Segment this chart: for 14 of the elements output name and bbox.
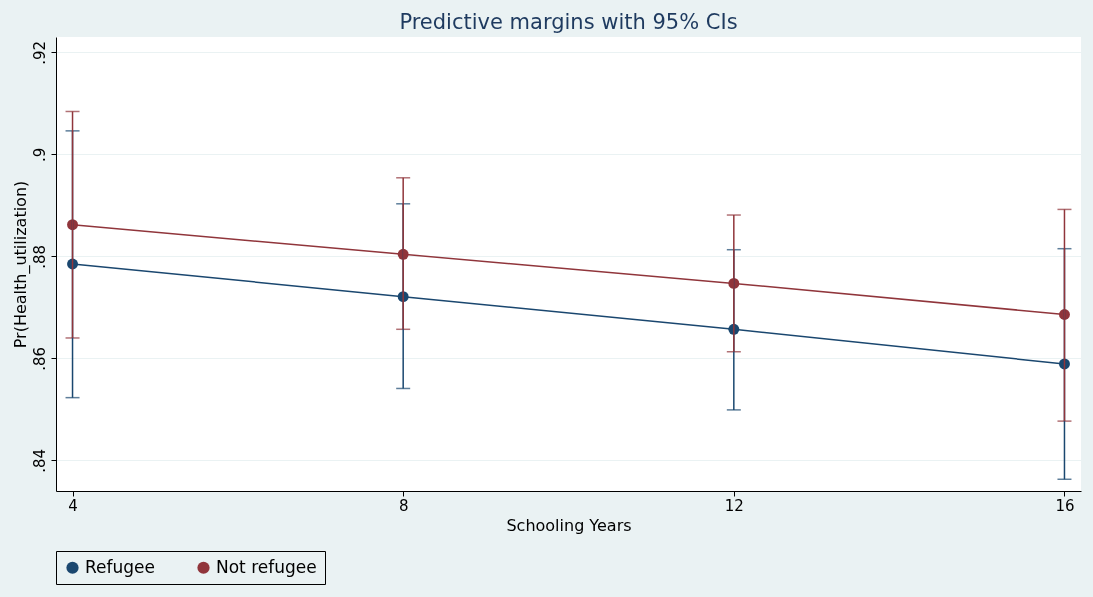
x-tick-label: 4 [68,496,78,515]
x-axis-title: Schooling Years [506,515,632,535]
y-axis-title: Pr(Health_utilization) [10,180,31,349]
x-tick-label: 16 [1055,496,1075,515]
y-tick-label: .88 [30,244,49,269]
y-tick-label: .9 [30,147,49,162]
x-tick-label: 12 [724,496,744,515]
y-tick-label: .86 [30,346,49,371]
x-tick-label: 8 [398,496,409,515]
chart-title: Predictive margins with 95% CIs [399,10,738,34]
y-tick-label: .84 [30,448,49,473]
y-tick-label: .92 [30,40,49,65]
legend-label: Not refugee [216,556,317,577]
legend-label: Refugee [85,556,155,577]
